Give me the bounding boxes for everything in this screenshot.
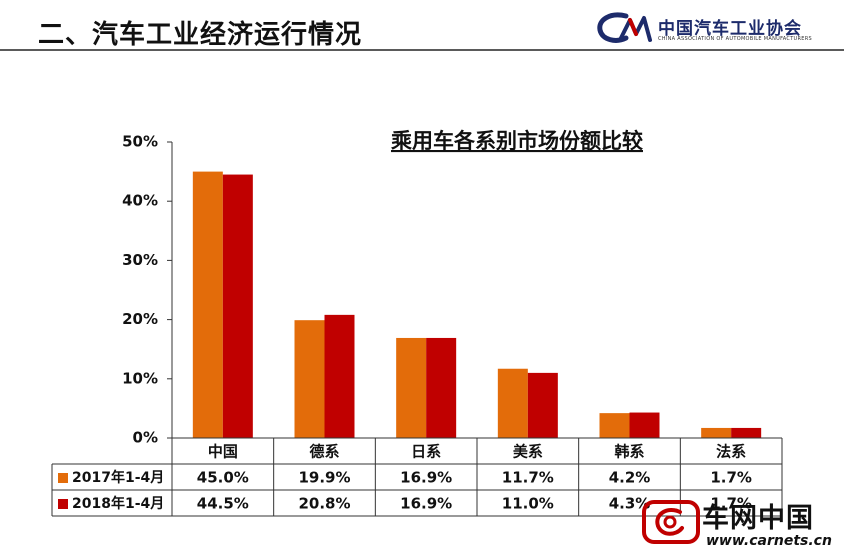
data-label: 16.9% — [400, 495, 452, 513]
bar — [731, 427, 762, 438]
bar — [222, 174, 253, 438]
logo-name-cn: 中国汽车工业协会 — [658, 19, 802, 39]
y-tick-label: 0% — [133, 429, 158, 447]
category-label: 美系 — [513, 443, 543, 461]
bar — [497, 368, 528, 438]
watermark-name: 车网中国 — [702, 503, 814, 534]
bar — [396, 337, 427, 438]
data-label: 1.7% — [710, 469, 752, 487]
legend-label: 2018年1-4月 — [72, 495, 164, 512]
data-label: 11.0% — [502, 495, 554, 513]
carnets-logo-icon — [642, 500, 700, 544]
legend-label: 2017年1-4月 — [72, 469, 164, 486]
y-tick-label: 50% — [122, 133, 158, 151]
bar — [527, 372, 558, 438]
data-label: 1.7% — [710, 495, 752, 513]
logo-name-en: CHINA ASSOCIATION OF AUTOMOBILE MANUFACT… — [658, 36, 812, 42]
association-logo: 中国汽车工业协会 CHINA ASSOCIATION OF AUTOMOBILE… — [596, 10, 836, 46]
bar — [324, 314, 355, 438]
data-label: 20.8% — [298, 495, 350, 513]
y-tick-label: 30% — [122, 251, 158, 269]
legend-key — [58, 473, 68, 483]
data-label: 44.5% — [197, 495, 249, 513]
page-title: 二、汽车工业经济运行情况 — [38, 20, 363, 50]
y-tick-label: 40% — [122, 192, 158, 210]
data-label: 45.0% — [197, 469, 249, 487]
bar — [599, 413, 630, 438]
bar — [629, 412, 660, 438]
watermark-url: www.carnets.cn — [706, 533, 832, 549]
y-tick-label: 20% — [122, 310, 158, 328]
bar — [294, 320, 325, 438]
category-label: 中国 — [208, 443, 238, 461]
category-label: 韩系 — [614, 443, 644, 461]
bar — [192, 171, 223, 438]
category-label: 德系 — [309, 443, 339, 461]
category-label: 日系 — [411, 443, 441, 461]
data-label: 11.7% — [502, 469, 554, 487]
header: 二、汽车工业经济运行情况 中国汽车工业协会 CHINA ASSOCIATION … — [0, 0, 844, 52]
data-label: 4.3% — [609, 495, 651, 513]
chart-title: 乘用车各系别市场份额比较 — [390, 129, 643, 153]
y-tick-label: 10% — [122, 369, 158, 387]
watermark: 车网中国 www.carnets.cn — [640, 492, 844, 553]
legend-key — [58, 499, 68, 509]
caam-logo-icon — [597, 12, 652, 43]
category-label: 法系 — [716, 443, 746, 461]
data-label: 19.9% — [298, 469, 350, 487]
bar — [701, 427, 732, 438]
bar — [426, 337, 457, 438]
data-label: 16.9% — [400, 469, 452, 487]
header-divider — [0, 49, 844, 51]
data-label: 4.2% — [609, 469, 651, 487]
